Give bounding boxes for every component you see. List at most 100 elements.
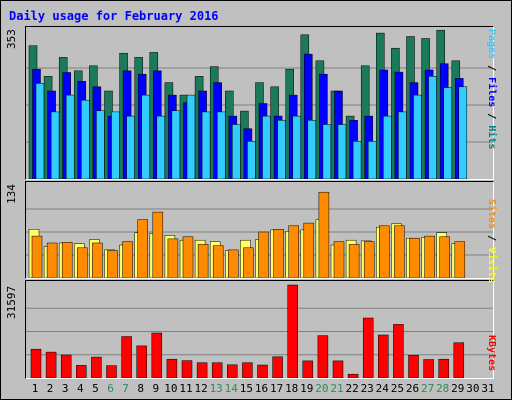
bar-pages-day-28 — [443, 87, 452, 179]
x-tick-label: 13 — [209, 382, 223, 395]
x-tick-label: 14 — [224, 382, 238, 395]
bar-sites-day-18 — [288, 225, 299, 278]
x-tick-label: 26 — [405, 382, 420, 395]
bar-pages-day-7 — [126, 115, 135, 179]
bar-sites-day-21 — [333, 241, 345, 278]
bar-files-day-19 — [304, 53, 313, 179]
pages-files-hits-chart — [26, 29, 493, 179]
y-max-label-top: 353 — [5, 29, 18, 49]
bar-kbytes-day-2 — [45, 351, 57, 378]
bar-sites-day-19 — [303, 222, 315, 278]
bar-pages-day-12 — [201, 111, 211, 179]
bar-kbytes-day-9 — [151, 332, 163, 378]
bar-sites-day-10 — [167, 238, 179, 278]
panel-sites-visits — [25, 181, 494, 279]
bar-sites-day-5 — [92, 242, 103, 278]
x-tick-label: 24 — [375, 382, 389, 395]
bar-sites-day-4 — [77, 247, 88, 278]
x-tick-label: 1 — [31, 382, 39, 395]
x-axis: 1 2 3 4 5 6 7 8 9 10 11 12 13 14 15 16 17 18 19 20 21 22 23 24 2… — [25, 382, 495, 396]
bar-kbytes-day-16 — [257, 364, 268, 378]
x-tick-label: 6 — [107, 382, 114, 395]
x-tick-label: 10 — [164, 382, 178, 395]
x-tick-label: 5 — [92, 382, 99, 395]
bar-pages-day-26 — [413, 94, 422, 179]
bar-kbytes-day-13 — [211, 362, 223, 378]
bar-kbytes-day-11 — [181, 360, 193, 378]
bar-sites-day-9 — [152, 211, 164, 278]
bar-pages-day-20 — [322, 124, 332, 179]
sites-visits-chart — [26, 191, 493, 278]
bar-pages-day-18 — [292, 115, 301, 179]
bar-kbytes-day-28 — [438, 358, 449, 378]
x-tick-label: 2 — [46, 382, 54, 395]
y-max-label-mid: 134 — [5, 184, 18, 204]
bar-sites-day-25 — [394, 225, 405, 278]
bar-kbytes-day-26 — [408, 355, 419, 378]
x-tick-label: 29 — [451, 382, 465, 395]
bar-sites-day-2 — [46, 242, 58, 278]
bar-sites-day-23 — [363, 241, 375, 278]
bar-kbytes-day-27 — [423, 359, 434, 378]
series-label-part: / — [486, 229, 497, 248]
kbytes-chart — [26, 284, 493, 378]
x-tick-label: 15 — [239, 382, 254, 395]
bar-pages-day-25 — [398, 111, 407, 179]
bar-pages-day-15 — [247, 141, 256, 179]
x-tick-label: 28 — [436, 382, 450, 395]
bar-kbytes-day-23 — [362, 317, 374, 378]
bar-kbytes-day-5 — [91, 356, 102, 378]
bar-kbytes-day-19 — [302, 360, 314, 378]
x-tick-label: 4 — [76, 382, 84, 395]
bar-pages-day-10 — [171, 110, 181, 179]
bar-kbytes-day-6 — [106, 365, 117, 378]
bar-pages-day-17 — [277, 120, 286, 179]
bar-pages-day-6 — [111, 111, 120, 179]
bar-pages-day-11 — [186, 94, 196, 179]
bar-pages-day-13 — [216, 111, 226, 179]
bar-pages-day-5 — [96, 110, 105, 179]
bar-kbytes-day-12 — [196, 362, 208, 378]
bar-kbytes-day-4 — [76, 365, 87, 378]
x-tick-label: 12 — [194, 382, 208, 395]
bar-sites-day-11 — [182, 236, 194, 278]
bar-pages-day-9 — [156, 115, 166, 179]
bar-kbytes-day-17 — [272, 356, 283, 378]
bar-pages-day-1 — [35, 83, 45, 179]
bar-sites-day-15 — [243, 247, 254, 278]
bar-sites-day-28 — [439, 236, 450, 278]
bar-kbytes-day-1 — [30, 348, 42, 378]
bar-sites-day-29 — [454, 241, 466, 278]
panel-pages-files-hits — [25, 26, 494, 180]
bar-sites-day-12 — [197, 244, 209, 278]
bar-pages-day-14 — [232, 124, 241, 179]
bar-pages-day-4 — [81, 99, 90, 179]
bar-pages-day-22 — [352, 141, 362, 179]
panel-kbytes — [25, 280, 494, 379]
x-tick-label: 17 — [269, 382, 284, 395]
x-tick-label: 22 — [345, 382, 359, 395]
bar-kbytes-day-14 — [227, 364, 238, 378]
x-tick-label: 11 — [179, 382, 193, 395]
bar-pages-day-24 — [383, 115, 392, 179]
bar-pages-day-19 — [307, 120, 317, 179]
series-label-part: Pages — [486, 29, 497, 60]
bar-pages-day-21 — [337, 124, 347, 179]
bar-pages-day-29 — [458, 86, 468, 179]
bar-pages-day-27 — [428, 76, 437, 179]
series-label-part: / — [486, 59, 497, 78]
bar-kbytes-day-15 — [242, 362, 253, 378]
bar-sites-day-8 — [137, 219, 148, 278]
x-tick-label: 18 — [285, 382, 299, 395]
x-tick-label: 25 — [390, 382, 405, 395]
x-tick-label: 30 — [466, 382, 480, 395]
x-tick-label: 3 — [61, 382, 69, 395]
bar-pages-day-3 — [65, 94, 75, 179]
bar-sites-day-20 — [318, 191, 330, 278]
series-label-part: / — [486, 107, 497, 126]
series-label-part: Hits — [486, 125, 497, 150]
bar-pages-day-8 — [141, 94, 150, 179]
bar-sites-day-16 — [258, 231, 269, 278]
series-label-part: Sites — [486, 199, 497, 230]
bar-kbytes-day-7 — [121, 336, 132, 378]
